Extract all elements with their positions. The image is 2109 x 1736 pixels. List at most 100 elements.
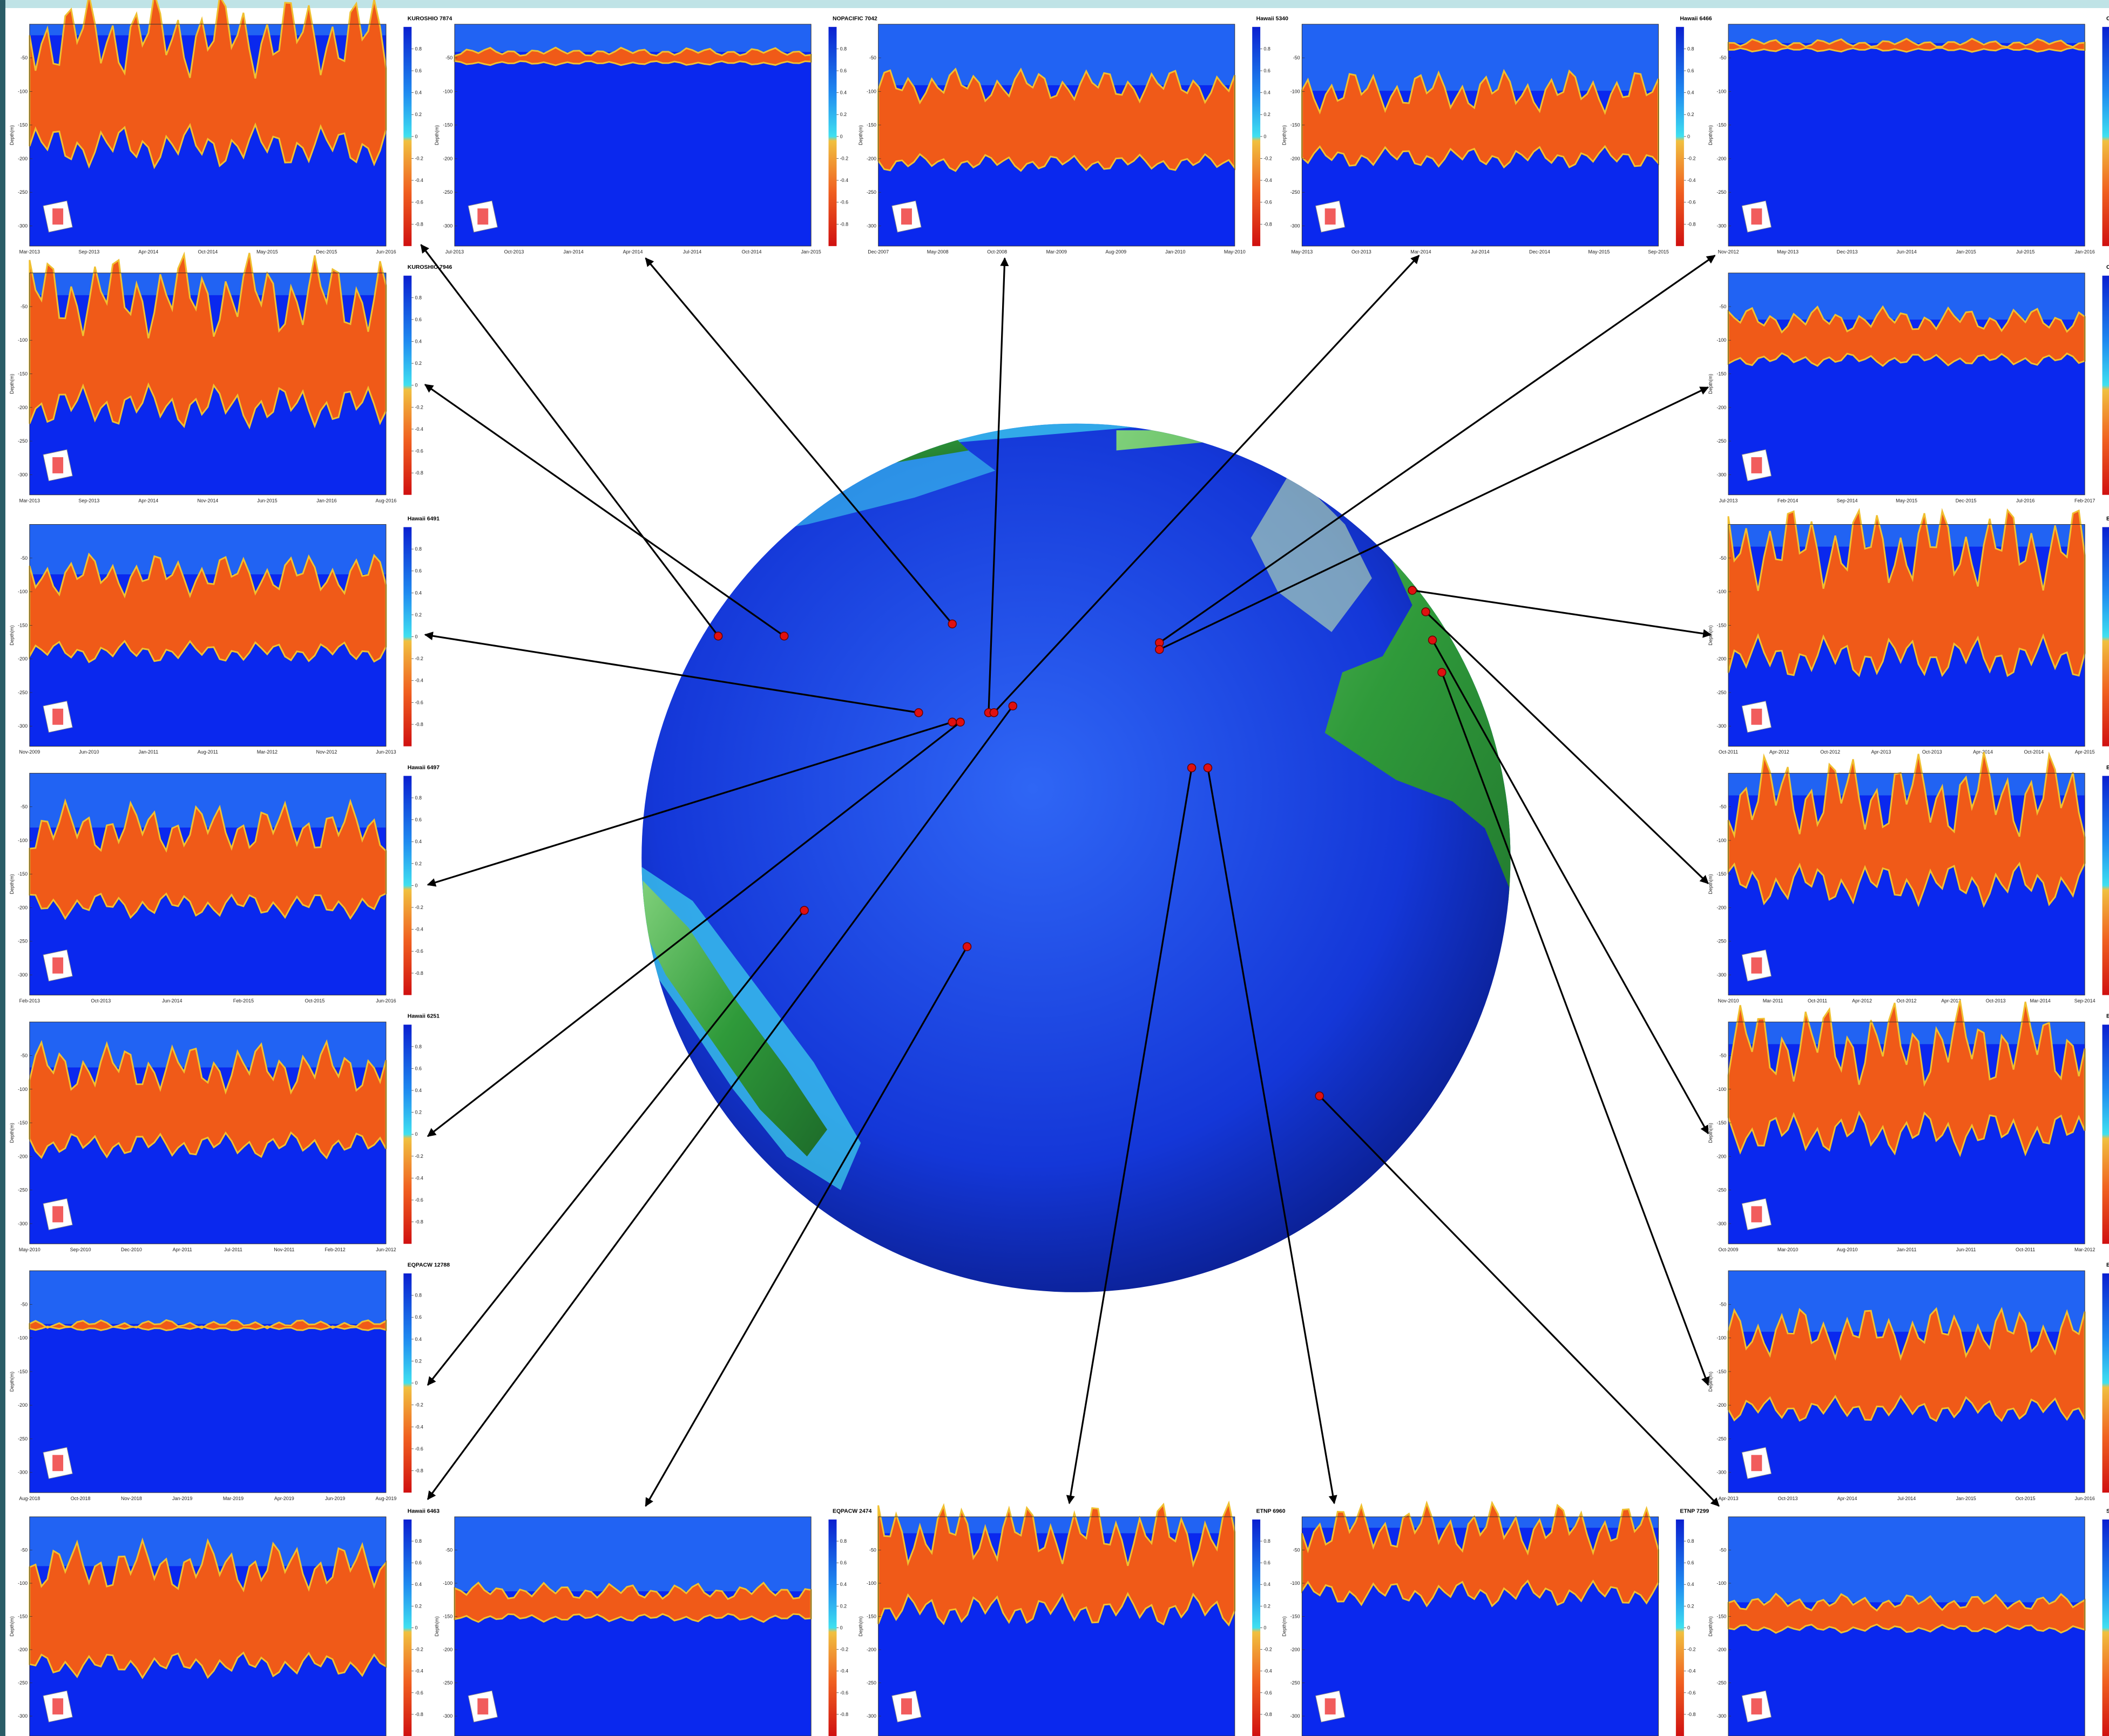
colorbar-tick-label: 0	[840, 134, 843, 139]
station-dot	[990, 709, 998, 717]
y-tick-label: -50	[21, 1547, 28, 1552]
colorbar-tick-label: 0.8	[1263, 46, 1270, 51]
colorbar-tick-label: 0	[415, 634, 417, 640]
y-axis-label: Depth(m)	[9, 1123, 15, 1143]
colorbar	[1676, 1520, 1684, 1736]
inset-icon-bar	[477, 208, 488, 225]
x-tick-label: Dec-2013	[1837, 249, 1858, 255]
x-tick-label: Aug-2011	[198, 749, 218, 755]
y-axis-label: Depth(m)	[9, 374, 15, 394]
colorbar-tick-label: 0	[1263, 134, 1266, 139]
station-dot	[1155, 646, 1164, 654]
y-tick-label: -150	[18, 1369, 28, 1374]
colorbar-tick-label: -0.4	[840, 178, 848, 183]
y-tick-label: -200	[443, 156, 452, 161]
y-tick-label: -300	[1716, 1221, 1726, 1226]
y-tick-label: -150	[443, 1613, 452, 1619]
panel: -50-100-150-200-250-300Depth(m)Dec-2007M…	[858, 16, 1288, 254]
y-tick-label: -200	[18, 905, 28, 910]
arrow	[1159, 255, 1715, 642]
y-tick-label: -250	[1716, 690, 1726, 695]
y-tick-label: -150	[1716, 1369, 1726, 1374]
colorbar-tick-label: -0.8	[415, 722, 423, 727]
y-tick-label: -200	[1290, 156, 1300, 161]
colorbar-tick-label: 0.6	[415, 1314, 421, 1320]
y-tick-label: -200	[18, 405, 28, 410]
y-tick-label: -150	[1716, 1120, 1726, 1125]
y-tick-label: -200	[1716, 1647, 1726, 1652]
colorbar-tick-label: -0.8	[415, 1468, 423, 1473]
station-dot	[956, 718, 964, 726]
x-tick-label: Mar-2012	[2074, 1247, 2095, 1252]
arrow	[425, 384, 784, 636]
colorbar-tick-label: 0.8	[415, 795, 421, 801]
y-tick-label: -300	[1716, 723, 1726, 729]
y-tick-label: -50	[445, 1547, 452, 1552]
colorbar-tick-label: 0.4	[415, 1088, 421, 1093]
colorbar-tick-label: 0	[415, 1380, 417, 1386]
colorbar-tick-label: 0.4	[415, 1582, 421, 1587]
x-tick-label: Mar-2014	[1410, 249, 1431, 255]
station-dot	[915, 709, 923, 717]
colorbar	[403, 276, 411, 495]
x-tick-label: Apr-2014	[138, 498, 158, 503]
panel: -50-100-150-200-250-300Depth(m)Mar-2013S…	[9, 0, 452, 255]
station-dot	[780, 632, 788, 640]
colorbar-tick-label: -0.6	[415, 700, 423, 705]
colorbar	[403, 27, 411, 246]
x-tick-label: Aug-2010	[1837, 1247, 1858, 1252]
y-tick-label: -250	[18, 1436, 28, 1441]
colorbar-tick-label: 0	[415, 383, 417, 388]
colorbar-tick-label: 0.2	[415, 612, 421, 618]
y-tick-label: -100	[867, 1581, 876, 1586]
panel-title: CALIFORNIA	[2106, 16, 2109, 22]
colorbar-tick-label: -0.2	[415, 155, 423, 161]
x-tick-label: Jul-2011	[224, 1247, 242, 1252]
x-tick-label: Mar-2011	[1763, 998, 1783, 1003]
colorbar-tick-label: 0.8	[840, 46, 847, 51]
x-tick-label: Sep-2015	[1648, 249, 1669, 255]
colorbar-tick-label: 0.6	[1687, 1560, 1694, 1565]
y-axis-label: Depth(m)	[1708, 874, 1713, 894]
y-tick-label: -50	[869, 55, 876, 60]
y-tick-label: -300	[1716, 972, 1726, 978]
x-tick-label: Jun-2010	[79, 749, 99, 755]
colorbar-tick-label: 0.8	[1263, 1538, 1270, 1544]
panel-title: EQPACW 2474	[833, 1508, 872, 1514]
x-tick-label: Apr-2012	[1852, 998, 1872, 1003]
inset-icon-bar	[477, 1698, 488, 1714]
x-tick-label: Jul-2014	[1897, 1496, 1916, 1501]
x-tick-label: Jul-2015	[2016, 249, 2034, 255]
y-tick-label: -250	[1716, 1680, 1726, 1686]
inset-icon-bar	[52, 1206, 63, 1223]
colorbar-tick-label: 0.6	[415, 1066, 421, 1071]
inset-icon-bar	[1751, 208, 1762, 225]
colorbar-tick-label: 0.6	[415, 317, 421, 322]
y-tick-label: -100	[18, 1335, 28, 1341]
inset-icon-bar	[1751, 1206, 1762, 1223]
y-axis-label: Depth(m)	[1708, 1372, 1713, 1392]
x-tick-label: Oct-2011	[1808, 998, 1827, 1003]
colorbar-tick-label: -0.8	[415, 221, 423, 227]
y-tick-label: -300	[18, 223, 28, 229]
panel: -50-100-150-200-250-300Depth(m)Oct-2011A…	[1708, 510, 2109, 755]
x-tick-label: Apr-2013	[1941, 998, 1961, 1003]
y-tick-label: -250	[1716, 1436, 1726, 1441]
y-tick-label: -100	[1716, 89, 1726, 94]
colorbar-tick-label: 0	[415, 883, 417, 888]
panel-title: KUROSHIO 7874	[408, 16, 452, 22]
panel-title: ETNP 6960	[1256, 1508, 1286, 1514]
arrow	[428, 910, 805, 1385]
x-tick-label: Oct-2012	[1820, 749, 1840, 755]
page: {"depth_axis": {"label": "Depth(m)", "li…	[0, 0, 2109, 1736]
y-tick-label: -250	[1716, 438, 1726, 444]
colorbar-tick-label: 0.6	[415, 568, 421, 574]
x-tick-label: Apr-2014	[138, 249, 158, 255]
colorbar	[2103, 1520, 2109, 1736]
colorbar-tick-label: 0.8	[1687, 46, 1694, 51]
colorbar-tick-label: 0.8	[415, 46, 421, 51]
colorbar-tick-label: -0.2	[840, 155, 848, 161]
x-tick-label: Apr-2019	[274, 1496, 294, 1501]
y-tick-label: -100	[1716, 1087, 1726, 1092]
